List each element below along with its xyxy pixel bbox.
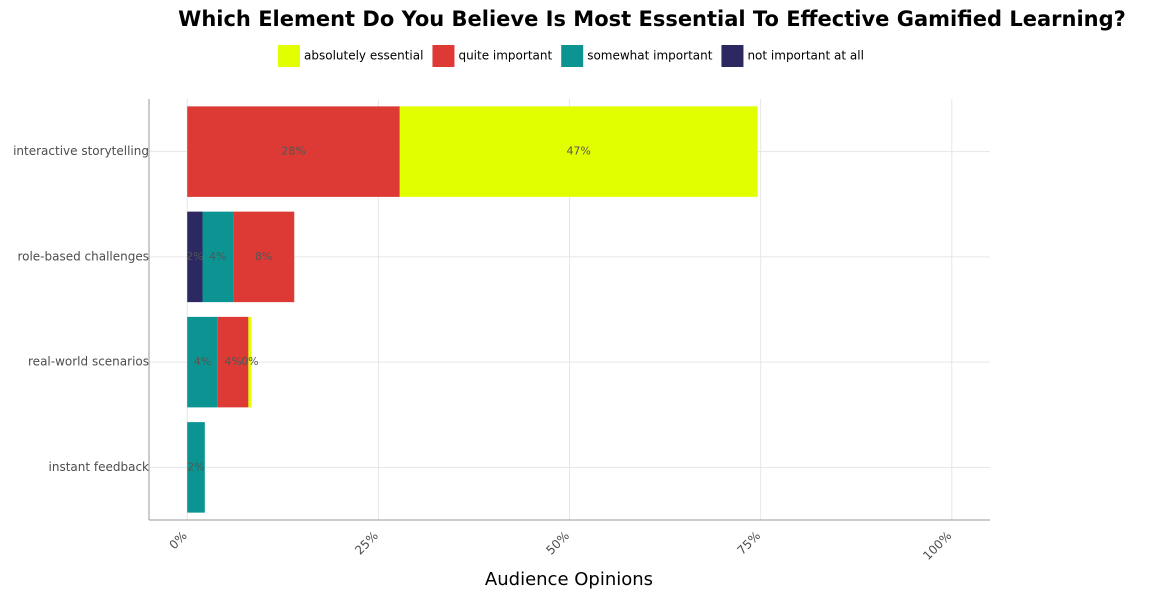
x-tick-label: 50% bbox=[543, 529, 572, 558]
data-label: 47% bbox=[566, 145, 590, 158]
bar-segment bbox=[399, 106, 758, 197]
y-tick-label: role-based challenges bbox=[17, 249, 149, 263]
bar-segment bbox=[187, 211, 203, 303]
data-label: 4% bbox=[224, 355, 241, 368]
data-label: 2% bbox=[187, 460, 204, 473]
x-tick-label: 0% bbox=[166, 529, 189, 552]
data-label: 4% bbox=[209, 250, 226, 263]
data-label: 28% bbox=[281, 145, 305, 158]
y-tick-label: instant feedback bbox=[49, 460, 150, 474]
y-tick-label: real-world scenarios bbox=[28, 355, 149, 369]
data-label: 0% bbox=[241, 355, 258, 368]
legend-swatch bbox=[278, 45, 300, 67]
legend-label: quite important bbox=[458, 49, 552, 63]
legend-swatch bbox=[432, 45, 455, 67]
bar-segment bbox=[217, 316, 249, 408]
bar-segment bbox=[187, 106, 400, 197]
x-tick-label: 100% bbox=[920, 529, 954, 563]
bar-segment bbox=[233, 211, 295, 303]
x-tick-label: 25% bbox=[352, 529, 381, 558]
data-label: 2% bbox=[186, 250, 203, 263]
legend-label: somewhat important bbox=[587, 49, 713, 63]
legend-swatch bbox=[721, 45, 744, 67]
legend-label: not important at all bbox=[747, 49, 863, 63]
bar-segment bbox=[187, 422, 205, 513]
legend-label: absolutely essential bbox=[304, 49, 423, 63]
bar-segment bbox=[202, 211, 234, 303]
y-tick-label: interactive storytelling bbox=[13, 144, 149, 158]
x-tick-label: 75% bbox=[734, 529, 763, 558]
data-label: 8% bbox=[255, 250, 272, 263]
chart-title: Which Element Do You Believe Is Most Ess… bbox=[178, 7, 1126, 31]
bar-segment bbox=[187, 316, 218, 408]
bar-segment bbox=[248, 316, 252, 408]
data-label: 4% bbox=[194, 355, 211, 368]
legend-swatch bbox=[561, 45, 584, 67]
x-axis-label: Audience Opinions bbox=[485, 569, 653, 590]
